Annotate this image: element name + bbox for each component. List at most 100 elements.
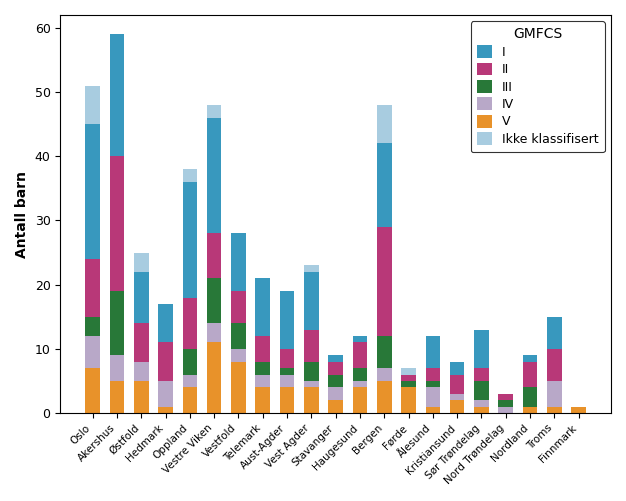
Bar bbox=[231, 323, 246, 349]
Bar bbox=[231, 349, 246, 362]
Bar bbox=[255, 387, 270, 413]
Bar bbox=[329, 375, 343, 387]
Bar bbox=[85, 317, 100, 336]
Bar bbox=[255, 336, 270, 362]
Bar bbox=[110, 355, 124, 381]
Bar bbox=[377, 336, 391, 368]
Bar bbox=[523, 387, 537, 407]
Bar bbox=[547, 381, 562, 407]
Bar bbox=[352, 368, 367, 381]
Bar bbox=[231, 291, 246, 323]
Bar bbox=[474, 330, 489, 368]
Bar bbox=[352, 343, 367, 368]
Bar bbox=[158, 407, 173, 413]
Bar bbox=[134, 323, 148, 362]
Bar bbox=[280, 368, 294, 375]
Bar bbox=[523, 362, 537, 387]
Bar bbox=[474, 400, 489, 407]
Bar bbox=[207, 278, 222, 323]
Bar bbox=[183, 387, 197, 413]
Bar bbox=[255, 362, 270, 375]
Bar bbox=[110, 381, 124, 413]
Bar bbox=[377, 105, 391, 143]
Bar bbox=[158, 381, 173, 407]
Bar bbox=[401, 387, 416, 413]
Bar bbox=[110, 34, 124, 156]
Bar bbox=[134, 362, 148, 381]
Bar bbox=[85, 86, 100, 124]
Bar bbox=[110, 291, 124, 355]
Bar bbox=[426, 407, 440, 413]
Bar bbox=[304, 330, 319, 362]
Bar bbox=[280, 291, 294, 349]
Bar bbox=[110, 156, 124, 291]
Y-axis label: Antall barn: Antall barn bbox=[15, 170, 29, 258]
Bar bbox=[401, 368, 416, 375]
Bar bbox=[183, 375, 197, 387]
Bar bbox=[474, 407, 489, 413]
Bar bbox=[352, 387, 367, 413]
Bar bbox=[377, 227, 391, 336]
Bar bbox=[426, 336, 440, 368]
Bar bbox=[426, 381, 440, 387]
Bar bbox=[183, 169, 197, 182]
Legend: I, II, III, IV, V, Ikke klassifisert: I, II, III, IV, V, Ikke klassifisert bbox=[471, 21, 605, 152]
Bar bbox=[183, 298, 197, 349]
Bar bbox=[523, 407, 537, 413]
Bar bbox=[547, 349, 562, 381]
Bar bbox=[231, 233, 246, 291]
Bar bbox=[255, 278, 270, 336]
Bar bbox=[207, 233, 222, 278]
Bar bbox=[329, 387, 343, 400]
Bar bbox=[280, 387, 294, 413]
Bar bbox=[280, 375, 294, 387]
Bar bbox=[158, 304, 173, 343]
Bar bbox=[523, 355, 537, 362]
Bar bbox=[304, 272, 319, 330]
Bar bbox=[426, 387, 440, 407]
Bar bbox=[304, 266, 319, 272]
Bar bbox=[377, 368, 391, 381]
Bar bbox=[401, 381, 416, 387]
Bar bbox=[207, 323, 222, 343]
Bar bbox=[85, 368, 100, 413]
Bar bbox=[134, 272, 148, 323]
Bar bbox=[134, 381, 148, 413]
Bar bbox=[183, 182, 197, 298]
Bar bbox=[329, 355, 343, 362]
Bar bbox=[474, 381, 489, 400]
Bar bbox=[207, 118, 222, 233]
Bar bbox=[450, 362, 464, 375]
Bar bbox=[572, 407, 586, 413]
Bar bbox=[329, 400, 343, 413]
Bar bbox=[280, 349, 294, 368]
Bar bbox=[158, 343, 173, 381]
Bar bbox=[329, 362, 343, 375]
Bar bbox=[377, 381, 391, 413]
Bar bbox=[85, 124, 100, 259]
Bar bbox=[85, 259, 100, 317]
Bar bbox=[450, 394, 464, 400]
Bar bbox=[377, 143, 391, 227]
Bar bbox=[474, 368, 489, 381]
Bar bbox=[450, 400, 464, 413]
Bar bbox=[498, 407, 513, 413]
Bar bbox=[352, 381, 367, 387]
Bar bbox=[401, 375, 416, 381]
Bar bbox=[304, 362, 319, 381]
Bar bbox=[352, 336, 367, 343]
Bar bbox=[304, 381, 319, 387]
Bar bbox=[85, 336, 100, 368]
Bar bbox=[450, 375, 464, 394]
Bar bbox=[547, 407, 562, 413]
Bar bbox=[255, 375, 270, 387]
Bar bbox=[498, 394, 513, 400]
Bar bbox=[498, 400, 513, 407]
Bar bbox=[231, 362, 246, 413]
Bar bbox=[207, 105, 222, 118]
Bar bbox=[304, 387, 319, 413]
Bar bbox=[547, 317, 562, 349]
Bar bbox=[183, 349, 197, 375]
Bar bbox=[426, 368, 440, 381]
Bar bbox=[207, 343, 222, 413]
